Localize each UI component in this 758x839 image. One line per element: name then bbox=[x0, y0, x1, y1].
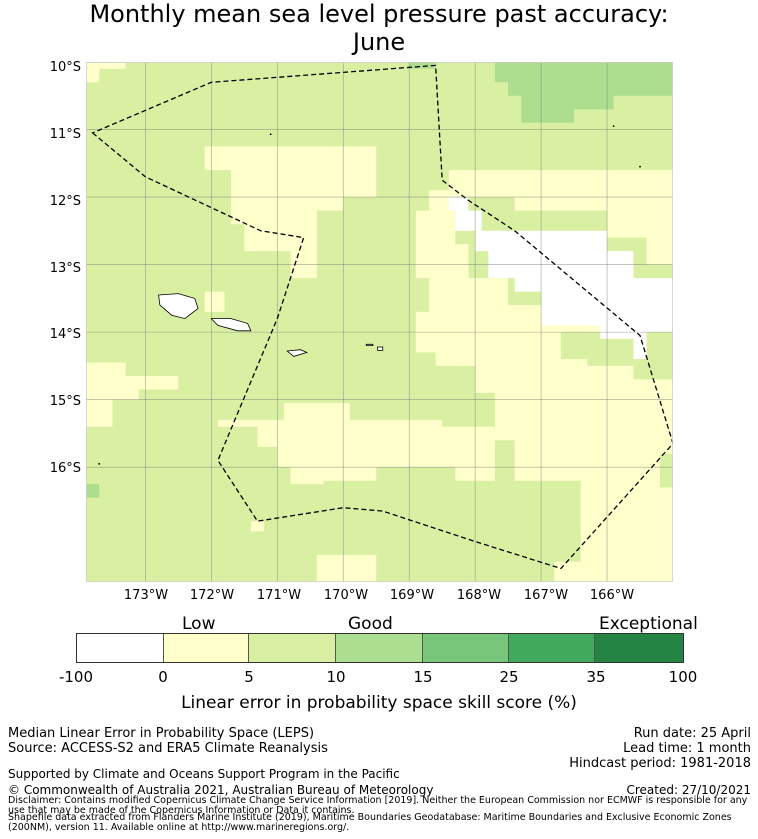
lon-label-173w: 173°W bbox=[123, 588, 169, 603]
colorbar-tick: 25 bbox=[499, 668, 519, 686]
lon-label-168w: 168°W bbox=[456, 588, 502, 603]
colorbar-tick: 10 bbox=[326, 668, 346, 686]
lon-label-167w: 167°W bbox=[523, 588, 569, 603]
islands bbox=[98, 125, 641, 465]
lon-label-169w: 169°W bbox=[389, 588, 435, 603]
colorbar-tick: -100 bbox=[58, 668, 94, 686]
copyright-text: © Commonwealth of Australia 2021, Austra… bbox=[8, 783, 434, 797]
skill-tile bbox=[204, 146, 377, 279]
method-text: Median Linear Error in Probability Space… bbox=[8, 726, 315, 741]
island bbox=[158, 293, 199, 320]
skill-map bbox=[86, 62, 673, 582]
colorbar-segment-7 bbox=[595, 634, 684, 662]
lon-label-172w: 172°W bbox=[189, 588, 235, 603]
skill-tile bbox=[86, 362, 179, 427]
disclaimer-text: Disclaimer: Contains modified Copernicus… bbox=[8, 795, 748, 816]
category-good: Good bbox=[348, 614, 393, 634]
lon-label-166w: 166°W bbox=[589, 588, 635, 603]
hindcast-period: Hindcast period: 1981-2018 bbox=[569, 756, 751, 771]
island-dot bbox=[612, 125, 615, 128]
graticule bbox=[86, 62, 673, 582]
skill-tile bbox=[86, 62, 126, 83]
lead-time: Lead time: 1 month bbox=[623, 741, 751, 756]
skill-tile bbox=[316, 555, 377, 582]
support-text: Supported by Climate and Oceans Support … bbox=[8, 767, 400, 781]
run-date: Run date: 25 April bbox=[633, 726, 751, 741]
colorbar-segment-4 bbox=[336, 634, 423, 662]
skill-tile bbox=[554, 487, 673, 582]
colorbar bbox=[76, 633, 684, 663]
title-line-1: Monthly mean sea level pressure past acc… bbox=[89, 0, 669, 28]
map-frame bbox=[86, 62, 673, 582]
island bbox=[377, 346, 384, 351]
colorbar-tick: 0 bbox=[158, 668, 168, 686]
skill-tile bbox=[448, 170, 673, 265]
colorbar-segment-6 bbox=[508, 634, 596, 662]
category-exceptional: Exceptional bbox=[599, 614, 698, 634]
lat-label-14s: 14°S bbox=[49, 327, 81, 342]
colorbar-segment-1 bbox=[77, 634, 164, 662]
island-dot bbox=[98, 462, 101, 465]
title-line-2: June bbox=[352, 28, 406, 56]
lat-label-11s: 11°S bbox=[49, 127, 81, 142]
category-low: Low bbox=[182, 614, 216, 634]
colorbar-segment-3 bbox=[249, 634, 337, 662]
skill-tiles bbox=[86, 62, 673, 582]
lat-label-10s: 10°S bbox=[49, 60, 81, 75]
skill-tile bbox=[217, 403, 495, 485]
colorbar-label: Linear error in probability space skill … bbox=[181, 693, 577, 713]
lon-label-171w: 171°W bbox=[256, 588, 302, 603]
lat-label-16s: 16°S bbox=[49, 461, 81, 476]
colorbar-tick: 35 bbox=[586, 668, 606, 686]
map-title: Monthly mean sea level pressure past acc… bbox=[0, 0, 758, 56]
skill-tile bbox=[250, 521, 265, 532]
lat-label-15s: 15°S bbox=[49, 394, 81, 409]
lon-label-170w: 170°W bbox=[323, 588, 369, 603]
island bbox=[365, 343, 374, 347]
skill-tile bbox=[415, 190, 673, 529]
skill-tile bbox=[204, 291, 225, 312]
shapefile-credit: Shapefile data extracted from Flanders M… bbox=[8, 812, 732, 833]
source-text: Source: ACCESS-S2 and ERA5 Climate Reana… bbox=[8, 741, 328, 756]
skill-map-svg bbox=[86, 62, 673, 582]
island-dot bbox=[639, 165, 641, 168]
skill-tile bbox=[494, 62, 673, 123]
colorbar-segment-2 bbox=[163, 634, 250, 662]
island bbox=[210, 318, 252, 332]
created-date: Created: 27/10/2021 bbox=[626, 783, 751, 797]
island bbox=[286, 349, 309, 357]
colorbar-tick: 5 bbox=[244, 668, 254, 686]
colorbar-tick: 15 bbox=[413, 668, 433, 686]
skill-tile bbox=[86, 484, 100, 498]
skill-tile bbox=[448, 197, 673, 360]
colorbar-tick: 100 bbox=[668, 668, 698, 686]
lat-label-12s: 12°S bbox=[49, 194, 81, 209]
lat-label-13s: 13°S bbox=[49, 261, 81, 276]
colorbar-segment-5 bbox=[422, 634, 509, 662]
island-dot bbox=[269, 133, 272, 136]
